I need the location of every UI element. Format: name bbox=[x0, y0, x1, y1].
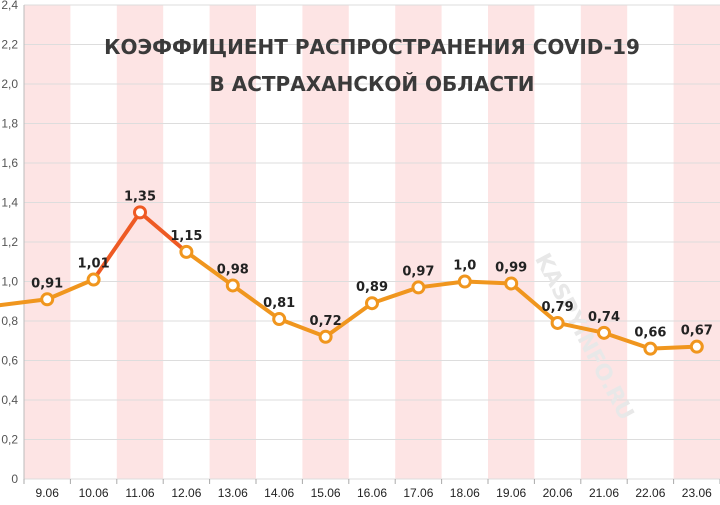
line-segment bbox=[0, 297, 50, 308]
line-segment bbox=[416, 279, 467, 290]
y-tick-label: 1,8 bbox=[1, 117, 18, 131]
point-13.06 bbox=[225, 278, 240, 293]
x-tick-label: 16.06 bbox=[357, 486, 387, 500]
point-15.06 bbox=[318, 329, 333, 344]
x-tick-label: 22.06 bbox=[635, 486, 665, 500]
x-tick-label: 12.06 bbox=[171, 486, 201, 500]
x-axis: 9.06 10.06 11.06 12.06 13.06 14.06 15.06 16.06 1… bbox=[23, 479, 720, 500]
point-18.06 bbox=[457, 274, 472, 289]
y-tick-label: 0 bbox=[11, 472, 18, 486]
line-segment bbox=[602, 330, 653, 351]
data-label-14.06: 0,81 bbox=[263, 296, 295, 311]
data-labels: 0,91 1,01 1,35 1,15 0,98 0,81 0,72 0,89 0,97 1,0 0… bbox=[31, 189, 713, 340]
point-9.06 bbox=[40, 292, 55, 307]
data-label-10.06: 1,01 bbox=[78, 257, 110, 272]
y-tick-label: 1,2 bbox=[1, 235, 18, 249]
data-label-11.06: 1,35 bbox=[124, 189, 156, 204]
y-tick-label: 2,4 bbox=[1, 0, 18, 12]
point-14.06 bbox=[272, 312, 287, 327]
data-label-18.06: 1,0 bbox=[453, 259, 476, 274]
line-segment bbox=[277, 317, 328, 339]
line-segment bbox=[230, 283, 282, 322]
point-20.06 bbox=[550, 315, 565, 330]
line-segment bbox=[509, 281, 560, 325]
series-markers bbox=[40, 205, 704, 356]
point-12.06 bbox=[179, 244, 194, 259]
line-segment bbox=[648, 344, 699, 351]
x-tick-label: 11.06 bbox=[125, 486, 154, 500]
point-22.06 bbox=[643, 341, 658, 356]
y-axis: 0 0,2 0,4 0,6 0,8 1,0 1,2 1,4 1,6 1,8 2,0 2,2 2,4 bbox=[1, 0, 25, 486]
line-segment bbox=[184, 249, 235, 288]
data-label-16.06: 0,89 bbox=[356, 280, 388, 295]
data-label-19.06: 0,99 bbox=[495, 260, 527, 275]
x-tick-label: 18.06 bbox=[450, 486, 480, 500]
point-17.06 bbox=[411, 280, 426, 295]
point-19.06 bbox=[504, 276, 519, 291]
line-segment bbox=[462, 279, 514, 286]
line-segment bbox=[45, 277, 96, 302]
y-tick-label: 0,2 bbox=[1, 433, 18, 447]
line-segment bbox=[370, 285, 421, 306]
point-23.06 bbox=[689, 339, 704, 354]
series-line bbox=[0, 210, 699, 351]
x-tick-label: 20.06 bbox=[543, 486, 573, 500]
x-tick-label: 19.06 bbox=[496, 486, 526, 500]
x-tick-label: 15.06 bbox=[311, 486, 341, 500]
y-tick-label: 2,0 bbox=[1, 77, 18, 91]
x-tick-label: 17.06 bbox=[403, 486, 433, 500]
line-segment bbox=[555, 320, 606, 335]
data-label-12.06: 1,15 bbox=[170, 229, 202, 244]
data-label-23.06: 0,67 bbox=[681, 324, 713, 339]
x-tick-label: 9.06 bbox=[36, 486, 60, 500]
y-tick-label: 1,0 bbox=[1, 275, 18, 289]
data-label-9.06: 0,91 bbox=[31, 276, 63, 291]
gridlines bbox=[24, 4, 720, 480]
x-tick-label: 10.06 bbox=[79, 486, 109, 500]
data-label-15.06: 0,72 bbox=[310, 314, 342, 329]
y-tick-label: 2,2 bbox=[1, 38, 18, 52]
line-segment bbox=[323, 301, 374, 339]
line-segment bbox=[138, 210, 189, 254]
point-21.06 bbox=[597, 325, 611, 340]
y-tick-label: 0,8 bbox=[1, 314, 18, 328]
chart-title-line1: КОЭФФИЦИЕНТ РАСПРОСТРАНЕНИЯ COVID-19 bbox=[104, 35, 640, 59]
point-11.06 bbox=[133, 205, 147, 220]
line-segment bbox=[91, 210, 142, 282]
y-tick-label: 0,6 bbox=[1, 354, 18, 368]
x-tick-label: 13.06 bbox=[218, 486, 248, 500]
chart-title-line2: В АСТРАХАНСКОЙ ОБЛАСТИ bbox=[210, 72, 535, 96]
data-label-13.06: 0,98 bbox=[217, 262, 249, 277]
data-label-21.06: 0,74 bbox=[588, 310, 620, 325]
point-16.06 bbox=[365, 296, 379, 311]
x-tick-label: 21.06 bbox=[589, 486, 619, 500]
x-tick-label: 14.06 bbox=[264, 486, 294, 500]
y-tick-label: 1,4 bbox=[1, 196, 18, 210]
point-10.06 bbox=[86, 272, 101, 287]
data-label-22.06: 0,66 bbox=[634, 326, 666, 341]
y-tick-label: 0,4 bbox=[1, 393, 18, 407]
data-label-17.06: 0,97 bbox=[402, 264, 434, 279]
y-tick-label: 1,6 bbox=[1, 156, 18, 170]
data-label-20.06: 0,79 bbox=[542, 300, 574, 315]
x-tick-label: 23.06 bbox=[682, 486, 712, 500]
